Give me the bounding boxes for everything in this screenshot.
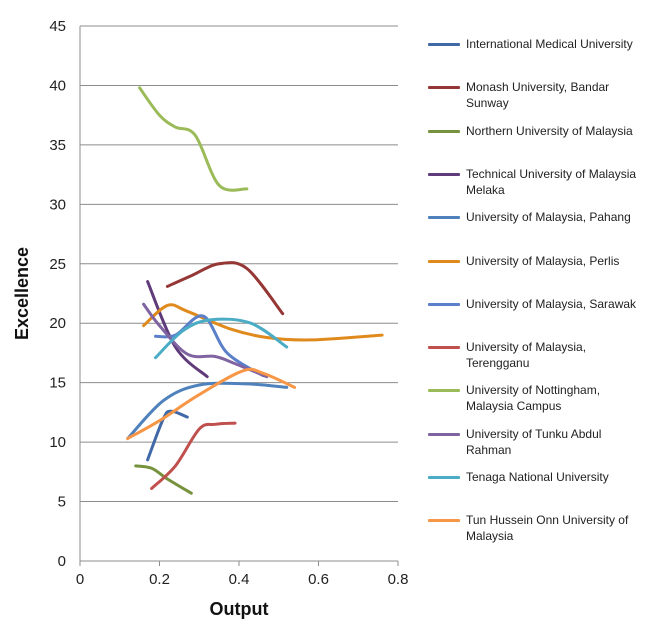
legend-swatch <box>428 43 460 46</box>
y-tick-label: 5 <box>58 494 66 511</box>
y-tick-label: 20 <box>49 315 66 332</box>
legend-item: Tun Hussein Onn University of Malaysia <box>428 512 648 544</box>
y-tick-label: 35 <box>49 137 66 154</box>
legend-item: University of Tunku Abdul Rahman <box>428 426 648 458</box>
series-lines <box>126 86 384 495</box>
legend-label: Tenaga National University <box>466 470 609 484</box>
legend-label: Northern University of Malaysia <box>466 123 633 138</box>
series-line <box>142 303 384 342</box>
series-line <box>146 280 209 379</box>
y-tick-label: 15 <box>49 375 66 392</box>
legend-item: University of Malaysia, Terengganu <box>428 339 648 371</box>
legend-label: University of Malaysia, Pahang <box>466 210 631 225</box>
legend-swatch <box>428 216 460 220</box>
x-tick-label: 0.6 <box>308 571 329 588</box>
legend-item: International Medical University <box>428 36 648 52</box>
legend-swatch <box>428 432 460 436</box>
x-tick-label: 0 <box>76 571 84 588</box>
legend-label: Monash University, Bandar Sunway <box>466 80 610 111</box>
x-tick-label: 0.8 <box>388 571 409 588</box>
y-axis-title: Excellence <box>12 247 32 340</box>
legend-swatch <box>428 519 460 523</box>
series-line <box>126 381 289 440</box>
x-axis-title: Output <box>210 599 269 619</box>
series-line <box>165 261 285 316</box>
legend-item: University of Malaysia, Pahang <box>428 209 648 225</box>
series-line <box>154 317 289 360</box>
series-line <box>146 409 189 462</box>
y-tick-label: 30 <box>49 196 66 213</box>
legend-swatch <box>428 172 460 176</box>
series-line <box>154 314 265 377</box>
legend-item: Technical University of Malaysia Melaka <box>428 166 648 198</box>
legend-label: University of Tunku Abdul Rahman <box>466 426 602 457</box>
y-tick-label: 10 <box>49 434 66 451</box>
x-tick-label: 0.4 <box>229 571 250 588</box>
legend-item: Monash University, Bandar Sunway <box>428 79 648 111</box>
x-tick-label: 0.2 <box>149 571 170 588</box>
legend-item: Northern University of Malaysia <box>428 123 648 139</box>
legend-item: Tenaga National University <box>428 469 648 485</box>
legend-label: University of Malaysia, Perlis <box>466 253 620 268</box>
legend-swatch <box>428 389 460 393</box>
series-line <box>138 86 249 192</box>
legend-item: University of Nottingham, Malaysia Campu… <box>428 382 648 414</box>
legend-label: Tun Hussein Onn University of Malaysia <box>466 513 629 544</box>
y-tick-label: 40 <box>49 77 66 94</box>
legend-label: International Medical University <box>466 37 633 51</box>
series-line <box>150 421 237 490</box>
series-line <box>126 367 297 440</box>
y-tick-label: 0 <box>58 553 66 570</box>
legend-swatch <box>428 302 460 306</box>
legend-swatch <box>428 129 460 133</box>
legend-item: University of Malaysia, Sarawak <box>428 296 648 312</box>
legend-item: University of Malaysia, Perlis <box>428 253 648 269</box>
legend-swatch <box>428 86 460 90</box>
legend-swatch <box>428 259 460 263</box>
legend-swatch <box>428 346 460 350</box>
legend-label: University of Malaysia, Sarawak <box>466 296 637 311</box>
series-line <box>134 464 193 495</box>
legend-label: Technical University of Malaysia Melaka <box>466 166 637 197</box>
y-tick-label: 25 <box>49 256 66 273</box>
y-tick-label: 45 <box>49 18 66 35</box>
legend-swatch <box>428 476 460 479</box>
legend-label: University of Nottingham, Malaysia Campu… <box>466 383 601 414</box>
legend-label: University of Malaysia, Terengganu <box>466 340 587 371</box>
axes <box>79 26 399 566</box>
tick-labels: 0 5 10 15 20 25 30 35 40 45 0 0.2 0.4 0.6 0.8 <box>49 18 408 588</box>
series-line <box>142 302 269 379</box>
